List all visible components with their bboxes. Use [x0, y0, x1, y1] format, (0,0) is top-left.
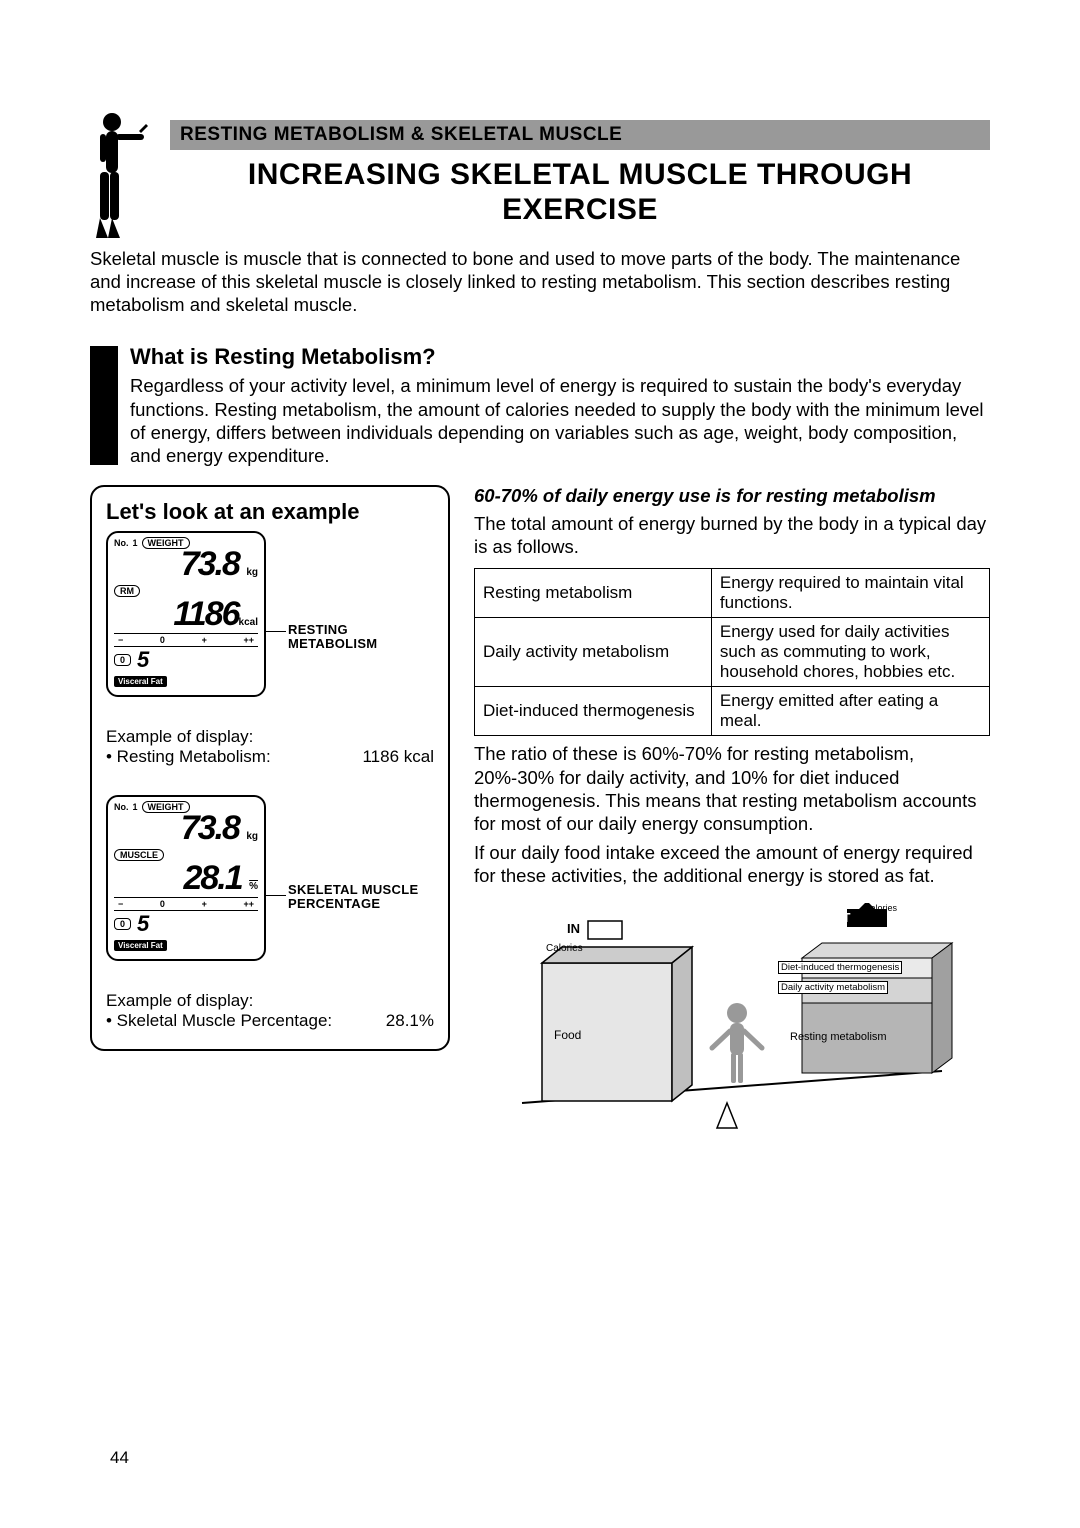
energy-balance-diagram: IN Calories OUT Calories Food Diet-induc… — [474, 903, 990, 1153]
subsection-title: What is Resting Metabolism? — [130, 344, 990, 370]
rm-row-label: • Resting Metabolism: — [106, 747, 271, 767]
example-title: Let's look at an example — [106, 499, 434, 525]
page-title: INCREASING SKELETAL MUSCLE THROUGH EXERC… — [170, 158, 990, 227]
food-label: Food — [554, 1028, 581, 1042]
bar-diet-thermo: Diet-induced thermogenesis — [778, 961, 902, 974]
bar-resting: Resting metabolism — [790, 1031, 887, 1043]
subsection-text: Regardless of your activity level, a min… — [130, 374, 990, 467]
display-caption-2: Example of display: — [106, 991, 434, 1011]
section-bar: RESTING METABOLISM & SKELETAL MUSCLE — [170, 120, 990, 150]
table-row: Daily activity metabolism Energy used fo… — [475, 618, 990, 687]
visceral-fat-badge: Visceral Fat — [114, 676, 167, 687]
muscle-badge: MUSCLE — [114, 849, 164, 861]
intro-paragraph: Skeletal muscle is muscle that is connec… — [90, 247, 990, 316]
in-label: IN — [567, 921, 580, 936]
table-row: Diet-induced thermogenesis Energy emitte… — [475, 687, 990, 736]
smp-row-value: 28.1% — [386, 1011, 434, 1031]
energy-table: Resting metabolism Energy required to ma… — [474, 568, 990, 736]
right-p2: The ratio of these is 60%-70% for restin… — [474, 742, 990, 835]
lcd-display-1: No. 1 WEIGHT 73.8 kg RM 1186kcal − 0 + +… — [106, 531, 266, 697]
right-subtitle: 60-70% of daily energy use is for restin… — [474, 485, 990, 506]
rm-row-value: 1186 kcal — [362, 747, 434, 767]
subsection: What is Resting Metabolism? Regardless o… — [90, 344, 990, 467]
pointer-resting-metabolism: RESTING METABOLISM — [288, 623, 434, 652]
pointer-skeletal-muscle: SKELETAL MUSCLE PERCENTAGE — [288, 883, 418, 912]
example-box: Let's look at an example No. 1 WEIGHT 73… — [90, 485, 450, 1051]
right-p1: The total amount of energy burned by the… — [474, 512, 990, 558]
smp-row-label: • Skeletal Muscle Percentage: — [106, 1011, 332, 1031]
rm-badge: RM — [114, 585, 140, 597]
out-label: OUT — [823, 910, 850, 925]
person-exercise-icon — [90, 110, 150, 240]
header-block: RESTING METABOLISM & SKELETAL MUSCLE INC… — [90, 120, 990, 227]
bar-daily-activity: Daily activity metabolism — [778, 981, 888, 994]
visceral-fat-badge: Visceral Fat — [114, 940, 167, 951]
right-p3: If our daily food intake exceed the amou… — [474, 841, 990, 887]
lcd-display-2: No. 1 WEIGHT 73.8 kg MUSCLE 28.1 % − 0 +… — [106, 795, 266, 961]
display-caption-1: Example of display: — [106, 727, 434, 747]
page-number: 44 — [110, 1448, 129, 1468]
table-row: Resting metabolism Energy required to ma… — [475, 569, 990, 618]
